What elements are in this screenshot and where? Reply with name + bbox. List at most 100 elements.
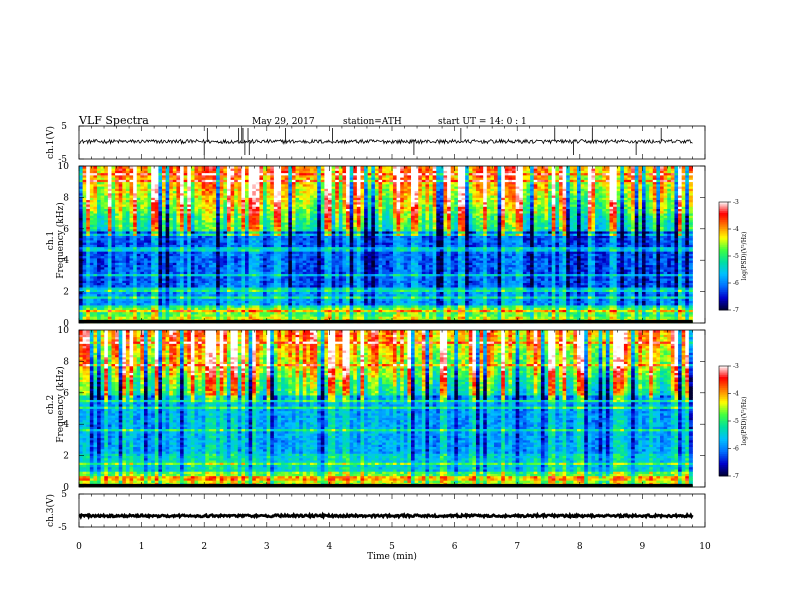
ch1-spec-cell bbox=[616, 296, 621, 299]
ch1-spec-cell bbox=[486, 291, 491, 295]
ch1-spec-cell bbox=[180, 264, 185, 268]
ch1-spec-cell bbox=[328, 311, 333, 315]
ch1-spec-cell bbox=[616, 260, 621, 263]
ch1-spec-cell bbox=[414, 287, 419, 290]
ch1-spec-cell bbox=[107, 271, 112, 275]
ch1-spec-cell bbox=[533, 284, 538, 288]
ch1-spec-cell bbox=[501, 314, 506, 317]
ch1-spec-cell bbox=[216, 273, 221, 277]
ch1-spec-cell bbox=[663, 264, 668, 268]
ch1-spec-cell bbox=[100, 296, 105, 299]
ch1-spec-cell bbox=[425, 307, 430, 310]
ch1-spec-cell bbox=[457, 284, 462, 288]
ch1-spec-cell bbox=[638, 271, 643, 275]
ch1-spec-cell bbox=[295, 280, 300, 284]
ch1-spec-cell bbox=[562, 309, 567, 313]
ch1-spec-cell bbox=[364, 280, 369, 284]
ch1-spec-cell bbox=[403, 289, 408, 292]
ch1-spec-cell bbox=[526, 273, 531, 277]
ch1-spec-cell bbox=[515, 273, 520, 277]
ch1-spec-cell bbox=[364, 273, 369, 277]
ch1-spec-cell bbox=[125, 257, 130, 261]
ch1-spec-cell bbox=[237, 280, 242, 284]
ch1-spec-cell bbox=[147, 287, 152, 290]
ch1-spec-cell bbox=[591, 305, 596, 308]
ch1-spec-cell bbox=[432, 293, 437, 297]
ch1-spec-cell bbox=[631, 309, 636, 313]
ch1-spec-cell bbox=[328, 257, 333, 261]
ch1-spec-cell bbox=[115, 305, 120, 308]
ch1-spec-cell bbox=[212, 273, 217, 277]
ch1-spec-cell bbox=[465, 293, 470, 297]
ch1-spec-cell bbox=[353, 271, 358, 275]
ch1-spec-cell bbox=[645, 280, 650, 284]
ch1-spec-cell bbox=[649, 275, 654, 279]
ch1-spec-cell bbox=[634, 311, 639, 315]
ch1-spec-cell bbox=[623, 309, 628, 313]
ch1-spec-cell bbox=[468, 262, 473, 266]
ch1-spec-cell bbox=[93, 316, 98, 319]
ch1-spec-cell bbox=[241, 280, 246, 284]
ch1-spec-cell bbox=[584, 305, 589, 308]
ch1-spec-cell bbox=[584, 273, 589, 277]
ch1-spec-cell bbox=[382, 287, 387, 290]
ch1-spec-cell bbox=[443, 307, 448, 310]
ch1-spec-cell bbox=[389, 287, 394, 290]
ch1-spec-cell bbox=[649, 311, 654, 315]
ch1-spec-cell bbox=[277, 257, 282, 261]
ch1-spec-cell bbox=[685, 311, 690, 315]
ch1-spec-cell bbox=[587, 302, 592, 306]
ch1-spec-cell bbox=[631, 287, 636, 290]
ch1-spec-cell bbox=[389, 307, 394, 310]
ch1-spec-cell bbox=[421, 282, 426, 286]
ch1-spec-cell bbox=[234, 305, 239, 308]
ch1-spec-cell bbox=[169, 264, 174, 268]
ch1-spec-cell bbox=[180, 291, 185, 295]
ch1-spec-cell bbox=[530, 298, 535, 301]
ch1-spec-cell bbox=[288, 293, 293, 297]
ch1-spec-cell bbox=[544, 296, 549, 299]
ch1-spec-cell bbox=[226, 307, 231, 310]
ch1-spec-cell bbox=[512, 316, 517, 319]
ch1-spec-cell bbox=[194, 305, 199, 308]
ch1-spec-cell bbox=[494, 271, 499, 275]
ch1-spec-cell bbox=[566, 314, 571, 317]
ch1-spec-cell bbox=[623, 318, 628, 322]
ch1-spec-cell bbox=[544, 287, 549, 290]
ch1-spec-cell bbox=[331, 264, 336, 268]
ch1-spec-cell bbox=[176, 305, 181, 308]
ch1-spec-cell bbox=[118, 260, 123, 263]
ch1-spec-cell bbox=[403, 260, 408, 263]
ch1-spec-cell bbox=[118, 293, 123, 297]
ch1-spec-cell bbox=[602, 302, 607, 306]
ch1-spec-cell bbox=[320, 311, 325, 315]
ch1-spec-cell bbox=[356, 275, 361, 279]
ch1-spec-cell bbox=[519, 298, 524, 301]
ch1-spec-cell bbox=[457, 305, 462, 308]
ch1-spec-cell bbox=[620, 302, 625, 306]
ch1-spec-cell bbox=[587, 273, 592, 277]
ch1-spec-cell bbox=[273, 302, 278, 306]
ch1-spec-cell bbox=[623, 264, 628, 268]
ch1-spec-cell bbox=[136, 289, 141, 292]
ch1-spec-cell bbox=[382, 271, 387, 275]
ch1-spec-cell bbox=[475, 296, 480, 299]
ch1-spec-cell bbox=[237, 289, 242, 292]
ch1-spec-cell bbox=[512, 291, 517, 295]
ch1-spec-cell bbox=[364, 318, 369, 322]
ch1-spec-cell bbox=[526, 264, 531, 268]
ch1-spec-cell bbox=[219, 316, 224, 319]
ch1-spec-cell bbox=[205, 278, 210, 281]
ch1-spec-cell bbox=[443, 271, 448, 275]
ch1-spec-cell bbox=[385, 314, 390, 317]
ch1-spec-cell bbox=[79, 284, 84, 288]
ch1-spec-cell bbox=[403, 305, 408, 308]
ch1-spec-cell bbox=[573, 309, 578, 313]
ch1-spec-cell bbox=[248, 291, 253, 295]
ch1-spec-cell bbox=[172, 271, 177, 275]
ch1-spec-cell bbox=[475, 264, 480, 268]
ch1-spec-cell bbox=[486, 307, 491, 310]
ch1-spec-cell bbox=[656, 314, 661, 317]
ch1-spec-cell bbox=[508, 305, 513, 308]
ch1-spec-cell bbox=[331, 296, 336, 299]
